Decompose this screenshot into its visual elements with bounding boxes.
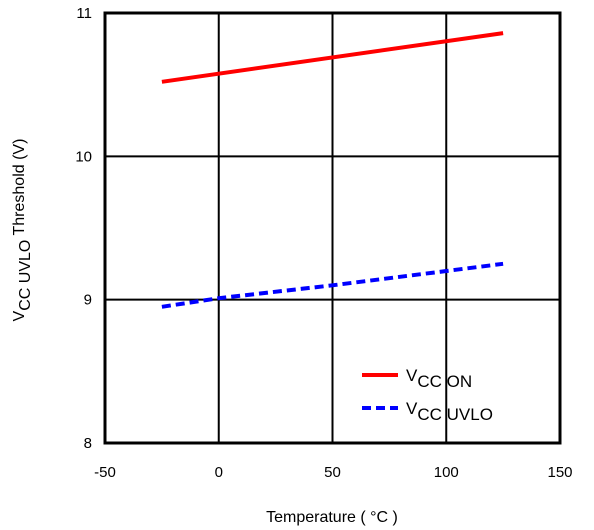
y-axis-label: VCC UVLO Threshold (V) — [11, 139, 34, 322]
legend-label-main: V — [406, 366, 418, 385]
x-tick-label: 100 — [434, 464, 459, 481]
legend-label-sub: CC ON — [417, 372, 472, 391]
y-axis-label-main: V — [11, 310, 28, 321]
legend-label-1: VCC UVLO — [406, 399, 493, 424]
x-axis-label: Temperature ( °C ) — [266, 509, 398, 526]
y-tick-label: 11 — [76, 5, 92, 22]
legend-label-sub: CC UVLO — [417, 405, 493, 424]
x-tick-label: -50 — [94, 464, 116, 481]
y-tick-label: 9 — [84, 292, 92, 309]
x-tick-label: 50 — [324, 464, 341, 481]
series-layer — [161, 31, 504, 309]
x-tick-label: 0 — [215, 464, 223, 481]
y-axis-label-sub: CC UVLO — [17, 240, 34, 311]
y-axis-label-rest: Threshold (V) — [11, 139, 28, 240]
grid-lines — [105, 13, 560, 443]
legend-label-0: VCC ON — [406, 366, 472, 391]
legend-label-main: V — [406, 399, 418, 418]
plot-frame — [103, 11, 562, 445]
x-tick-label: 150 — [547, 464, 572, 481]
series-line-1 — [161, 261, 504, 309]
y-tick-label: 10 — [75, 148, 92, 165]
y-tick-labels: 8 9 10 11 — [75, 5, 92, 452]
series-line-0 — [161, 31, 504, 84]
y-tick-label: 8 — [84, 435, 92, 452]
x-tick-labels: -50 0 50 100 150 — [94, 464, 572, 481]
